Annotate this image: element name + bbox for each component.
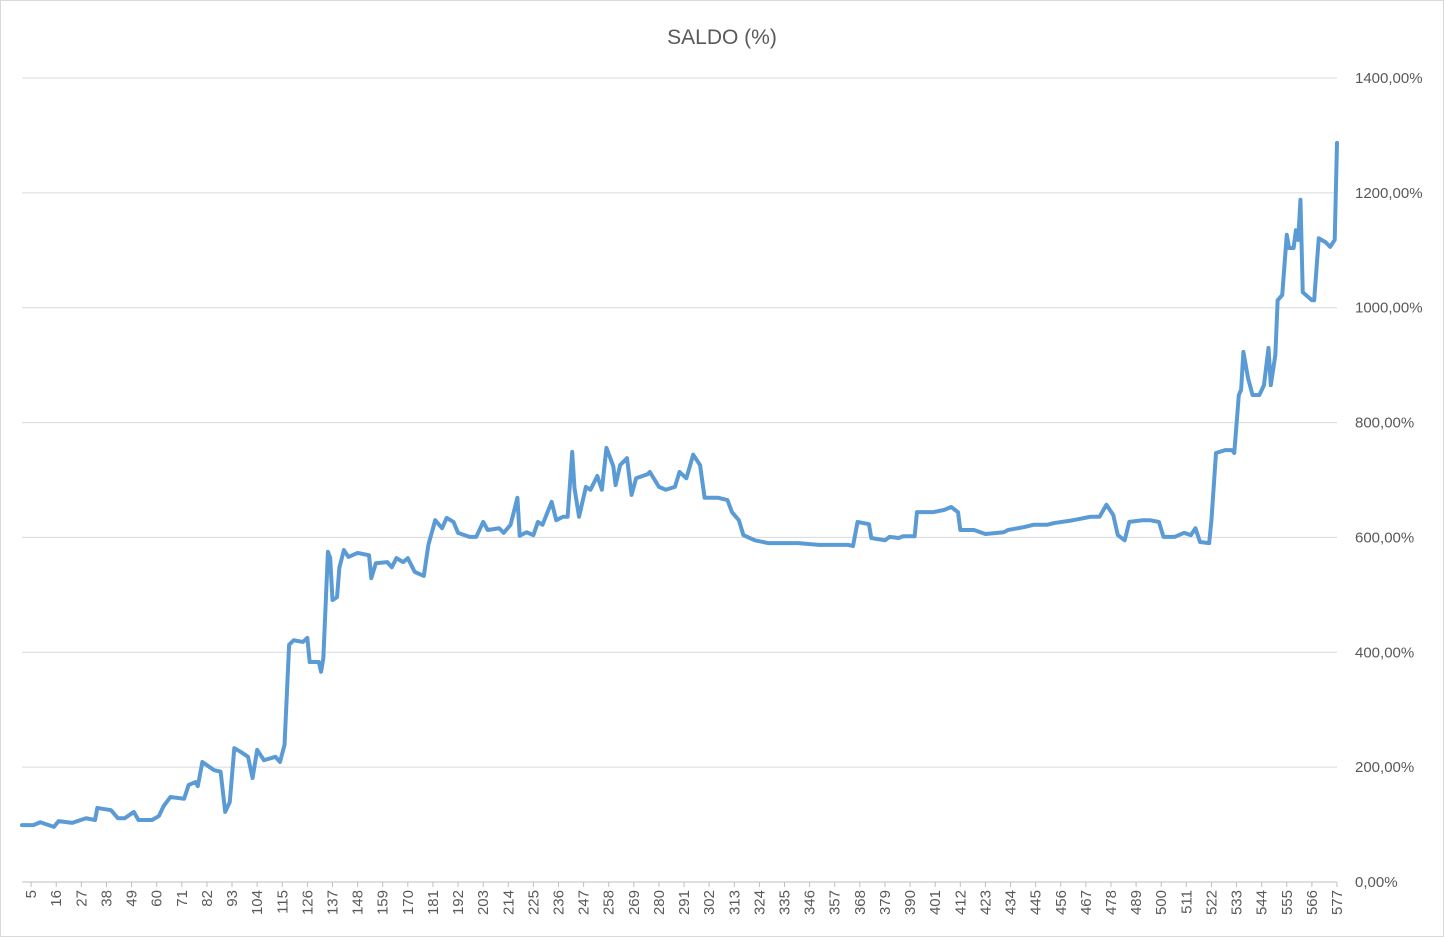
x-tick-label: 379 [877,890,894,915]
x-tick-label: 412 [952,890,969,915]
x-tick-label: 115 [274,890,291,914]
x-tick-label: 104 [249,890,266,915]
x-tick-label: 71 [174,890,191,907]
x-tick-label: 82 [199,890,216,907]
x-tick-label: 225 [525,890,542,915]
x-tick-label: 577 [1329,890,1346,915]
x-tick-label: 203 [475,890,492,915]
x-tick-label: 390 [902,890,919,915]
x-tick-label: 280 [651,890,668,915]
x-tick-label: 522 [1203,890,1220,915]
x-tick-label: 192 [450,890,467,915]
x-tick-label: 401 [927,890,944,915]
x-tick-label: 445 [1028,890,1045,915]
x-tick-label: 247 [576,890,593,915]
x-tick-label: 93 [224,890,241,907]
x-tick-label: 368 [852,890,869,915]
data-line [20,140,1339,829]
x-tick-label: 159 [375,890,392,915]
x-tick-label: 489 [1128,890,1145,915]
x-tick-label: 137 [324,890,341,915]
y-tick-label: 400,00% [1355,644,1414,661]
x-tick-label: 60 [149,890,166,907]
x-tick-label: 357 [827,890,844,915]
x-tick-label: 346 [802,890,819,915]
x-tick-label: 27 [73,890,90,907]
x-tick-label: 456 [1053,890,1070,915]
x-tick-label: 269 [626,890,643,915]
x-tick-label: 181 [425,890,442,915]
x-tick-label: 500 [1153,890,1170,915]
x-tick-label: 236 [551,890,568,915]
x-tick-label: 335 [777,890,794,915]
x-tick-label: 214 [500,890,517,915]
x-tick-label: 566 [1304,890,1321,915]
x-tick-label: 511 [1178,890,1195,914]
y-tick-label: 1400,00% [1355,70,1423,87]
x-tick-label: 148 [350,890,367,915]
x-tick-label: 291 [676,890,693,915]
x-tick-label: 423 [977,890,994,915]
x-tick-label: 170 [400,890,417,915]
x-tick-label: 49 [124,890,141,907]
y-tick-label: 1200,00% [1355,185,1423,202]
x-tick-label: 467 [1078,890,1095,915]
x-tick-label: 313 [726,890,743,915]
x-tick-label: 544 [1254,890,1271,915]
x-tick-label: 533 [1229,890,1246,915]
x-tick-label: 126 [299,890,316,915]
x-tick-label: 434 [1003,890,1020,915]
y-tick-label: 200,00% [1355,759,1414,776]
x-tick-label: 5 [23,890,40,898]
y-tick-label: 0,00% [1355,874,1398,891]
y-tick-label: 1000,00% [1355,300,1423,317]
chart-title: SALDO (%) [667,26,777,49]
y-tick-label: 800,00% [1355,415,1414,432]
x-tick-label: 302 [701,890,718,915]
x-tick-label: 38 [98,890,115,907]
x-tick-label: 258 [601,890,618,915]
x-tick-label: 16 [48,890,65,907]
x-tick-label: 478 [1103,890,1120,915]
x-tick-label: 324 [751,890,768,915]
y-tick-label: 600,00% [1355,529,1414,546]
x-tick-label: 555 [1279,890,1296,915]
